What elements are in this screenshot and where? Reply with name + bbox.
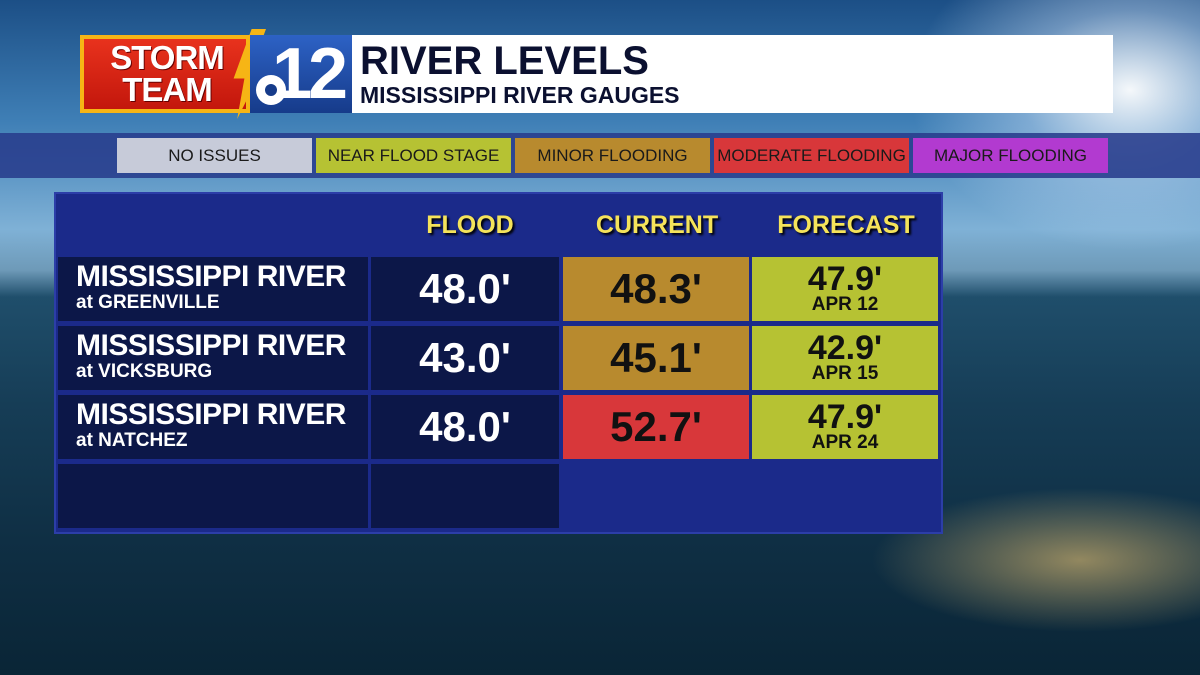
forecast-date: APR 24: [811, 432, 879, 453]
storm-team-logo: STORM TEAM: [80, 35, 250, 113]
page-subtitle: MISSISSIPPI RIVER GAUGES: [360, 82, 680, 108]
legend-major-flooding: MAJOR FLOODING: [913, 138, 1108, 173]
logo-team-text: TEAM: [122, 71, 212, 108]
gauge-name-cell: MISSISSIPPI RIVER at GREENVILLE: [58, 257, 368, 321]
forecast-level-value: 42.9': [807, 329, 883, 367]
forecast-date: APR 12: [811, 294, 879, 315]
table-row: MISSISSIPPI RIVER at VICKSBURG 43.0' 45.…: [58, 326, 938, 390]
flood-stage-value: 48.0': [371, 395, 559, 459]
legend-moderate-flooding: MODERATE FLOODING: [714, 138, 909, 173]
legend-near-flood-stage: NEAR FLOOD STAGE: [316, 138, 511, 173]
current-level-value: 52.7': [563, 395, 749, 459]
forecast-level-value: 47.9': [807, 398, 883, 436]
page-title: RIVER LEVELS: [360, 39, 649, 83]
gauge-site: at GREENVILLE: [76, 292, 220, 313]
header-flood: FLOOD: [426, 211, 514, 239]
river-name: MISSISSIPPI RIVER: [76, 398, 346, 431]
river-name: MISSISSIPPI RIVER: [76, 329, 346, 362]
empty-flood-cell: [371, 464, 559, 528]
gauge-site: at VICKSBURG: [76, 361, 213, 382]
current-level-value: 48.3': [563, 257, 749, 321]
table-row: MISSISSIPPI RIVER at GREENVILLE 48.0' 48…: [58, 257, 938, 321]
gauge-name-cell: MISSISSIPPI RIVER at VICKSBURG: [58, 326, 368, 390]
header-titles: RIVER LEVELS MISSISSIPPI RIVER GAUGES: [352, 35, 680, 113]
table-row: MISSISSIPPI RIVER at NATCHEZ 48.0' 52.7'…: [58, 395, 938, 459]
flood-legend: NO ISSUES NEAR FLOOD STAGE MINOR FLOODIN…: [117, 138, 1108, 173]
cbs-eye-icon: [256, 75, 286, 105]
river-name: MISSISSIPPI RIVER: [76, 260, 346, 293]
empty-table-row: [58, 464, 938, 528]
legend-minor-flooding: MINOR FLOODING: [515, 138, 710, 173]
flood-stage-value: 48.0': [371, 257, 559, 321]
forecast-cell: 47.9' APR 12: [752, 257, 938, 321]
legend-no-issues: NO ISSUES: [117, 138, 312, 173]
forecast-cell: 47.9' APR 24: [752, 395, 938, 459]
flood-stage-value: 43.0': [371, 326, 559, 390]
forecast-date: APR 15: [811, 363, 879, 384]
current-level-value: 45.1': [563, 326, 749, 390]
gauge-site: at NATCHEZ: [76, 430, 188, 451]
empty-name-cell: [58, 464, 368, 528]
channel-number: 12: [271, 34, 348, 114]
station-logo: STORM TEAM 12: [80, 29, 352, 119]
forecast-cell: 42.9' APR 15: [752, 326, 938, 390]
header-current: CURRENT: [595, 211, 719, 239]
header-banner: STORM TEAM 12 RIVER LEVELS MISSISSIPPI R…: [80, 29, 1113, 119]
logo-storm-text: STORM: [110, 39, 225, 76]
gauge-name-cell: MISSISSIPPI RIVER at NATCHEZ: [58, 395, 368, 459]
forecast-level-value: 47.9': [807, 260, 883, 298]
header-forecast: FORECAST: [777, 211, 915, 239]
channel-logo: 12: [250, 35, 352, 113]
